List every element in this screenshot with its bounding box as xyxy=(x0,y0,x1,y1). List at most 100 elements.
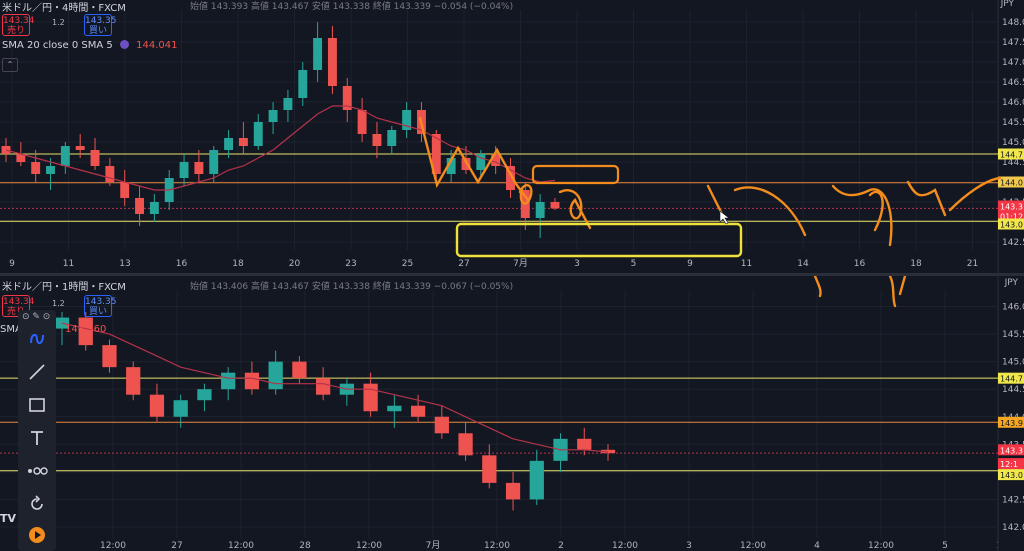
candle-body xyxy=(126,367,141,395)
top-chart-canvas[interactable]: 9 11 13 16 18 20 23 25 27 7月 3 5 9 11 14 16 18 21 148.0 147… xyxy=(0,0,1024,273)
candle-body xyxy=(179,162,189,178)
x-axis-tick-label: 12:00 xyxy=(100,541,126,551)
price-tag xyxy=(998,458,1024,470)
top-indicator-legend[interactable]: SMA 20 close 0 SMA 5 144.041 xyxy=(2,40,177,51)
candle-body xyxy=(31,162,41,174)
y-axis-tick-label: 147.5 xyxy=(1002,38,1024,48)
y-axis-tick-label: 146.5 xyxy=(1002,78,1024,88)
y-axis-tick-label: 145.0 xyxy=(1002,138,1024,148)
pane-divider[interactable] xyxy=(0,273,1024,276)
x-axis-tick-label: 9 xyxy=(687,259,693,269)
candle-body xyxy=(446,158,456,174)
annotation-stroke xyxy=(948,176,1002,212)
price-axis xyxy=(998,276,1024,551)
annotation-yellow-box xyxy=(455,222,743,258)
y-axis-tick-label: 146.0 xyxy=(1002,303,1024,313)
line-icon[interactable] xyxy=(24,359,50,385)
annotation-orange-box xyxy=(531,164,620,185)
top-chart-pane[interactable]: 9 11 13 16 18 20 23 25 27 7月 3 5 9 11 14 16 18 21 148.0 147… xyxy=(0,0,1024,273)
x-axis-tick-label: 13 xyxy=(119,259,130,269)
candle-body xyxy=(434,416,449,434)
record-icon[interactable] xyxy=(24,522,50,548)
price-tag-label: 01:12 xyxy=(1000,213,1023,222)
path-icon[interactable] xyxy=(24,458,50,484)
text-icon[interactable] xyxy=(24,425,50,451)
indicator-settings-icon[interactable] xyxy=(119,40,129,49)
collapse-legend-button[interactable]: ⌃ xyxy=(2,58,18,72)
bottom-chart-canvas[interactable]: 12:00 27 12:00 28 12:00 7月 12:00 2 12:00 3 12:00 4 1… xyxy=(0,276,1024,551)
y-axis-tick-label: 145.5 xyxy=(1002,118,1024,128)
top-symbol-label[interactable]: 米ドル／円・4時間・FXCM xyxy=(2,3,126,14)
annotation-stroke xyxy=(888,276,897,308)
price-tag xyxy=(998,210,1024,222)
candle-body xyxy=(316,378,331,395)
x-axis-tick-label: 12:00 xyxy=(356,541,382,551)
candle-body xyxy=(458,433,473,456)
bottom-indicator-legend[interactable]: SMA 143.360 xyxy=(0,324,106,335)
candle-body xyxy=(75,146,85,150)
x-axis-tick-label: 5 xyxy=(631,259,637,269)
candle-body xyxy=(209,150,219,174)
y-axis-tick-label: 146.0 xyxy=(1002,98,1024,108)
candle-body xyxy=(292,361,307,379)
price-tag xyxy=(998,148,1024,160)
candle-body xyxy=(60,146,70,166)
candle-body xyxy=(506,166,515,190)
x-axis-tick-label: 12:00 xyxy=(228,541,254,551)
x-axis-tick-label: 21 xyxy=(967,259,978,269)
y-axis-tick-label: 145.5 xyxy=(1002,330,1024,340)
mouse-cursor-icon xyxy=(719,210,730,225)
top-spread: 1.2 xyxy=(52,18,65,27)
candle-body xyxy=(268,110,278,122)
top-currency-label: JPY xyxy=(1000,0,1014,9)
x-axis-tick-label: 25 xyxy=(402,259,413,269)
annotation-stroke xyxy=(558,189,592,230)
reset-icon[interactable] xyxy=(24,491,50,517)
x-axis-tick-label: 23 xyxy=(345,259,356,269)
top-ohlc-readout: 始値 143.393 高値 143.467 安値 143.338 終値 143.… xyxy=(190,2,514,12)
sma-line xyxy=(5,105,556,191)
bottom-symbol-label[interactable]: 米ドル／円・1時間・FXCM xyxy=(2,282,126,293)
y-axis-tick-label: 142.5 xyxy=(1002,238,1024,248)
bottom-indicator-value: 143.360 xyxy=(65,324,107,335)
candle-body xyxy=(476,154,486,170)
tradingview-logo: TV xyxy=(0,512,17,525)
bottom-buy-button[interactable]: 143.35 買い xyxy=(84,295,117,317)
price-tag-label: 144.0 xyxy=(1000,179,1023,188)
price-tag xyxy=(998,372,1024,384)
candle-body xyxy=(535,202,545,218)
x-axis-tick-label: 18 xyxy=(232,259,244,269)
x-axis-tick-label: 18 xyxy=(910,259,922,269)
bottom-buy-price: 143.35 xyxy=(85,297,117,307)
candle-body xyxy=(313,38,323,70)
x-axis-tick-label: 14 xyxy=(797,259,809,269)
candle-body xyxy=(529,460,544,500)
annotation-stroke xyxy=(706,184,724,216)
top-sell-button[interactable]: 143.34 売り xyxy=(2,14,35,36)
candle-body xyxy=(283,98,293,110)
x-axis-tick-label: 11 xyxy=(741,259,752,269)
candle-body xyxy=(120,182,130,198)
x-axis-tick-label: 16 xyxy=(854,259,866,269)
x-axis-tick-label: 16 xyxy=(176,259,188,269)
annotation-stroke xyxy=(813,276,822,298)
x-axis-tick-label: 3 xyxy=(686,541,692,551)
price-tag-label: 143.9 xyxy=(1000,419,1023,428)
bottom-sell-price: 143.34 xyxy=(3,297,35,307)
rectangle-icon[interactable] xyxy=(24,392,50,418)
candle-body xyxy=(135,198,144,214)
curve-pen-icon[interactable] xyxy=(24,326,50,352)
top-buy-button[interactable]: 143.35 買い xyxy=(84,14,117,36)
drawing-toolbar[interactable]: ⊙ ✎ ⊙ xyxy=(18,310,56,551)
top-buy-price: 143.35 xyxy=(85,16,117,26)
candle-body xyxy=(402,110,412,130)
price-tag xyxy=(998,444,1024,456)
bottom-sell-button[interactable]: 143.34 売り xyxy=(2,295,35,317)
bottom-spread: 1.2 xyxy=(52,299,65,308)
x-axis-tick-label: 3 xyxy=(574,259,580,269)
price-tag-label: 144.7 xyxy=(1000,151,1023,160)
toolbar-header-icons[interactable]: ⊙ ✎ ⊙ xyxy=(22,312,51,322)
x-axis-tick-label: 20 xyxy=(289,259,301,269)
top-sell-price: 143.34 xyxy=(3,16,35,26)
bottom-chart-pane[interactable]: 12:00 27 12:00 28 12:00 7月 12:00 2 12:00 3 12:00 4 1… xyxy=(0,276,1024,551)
